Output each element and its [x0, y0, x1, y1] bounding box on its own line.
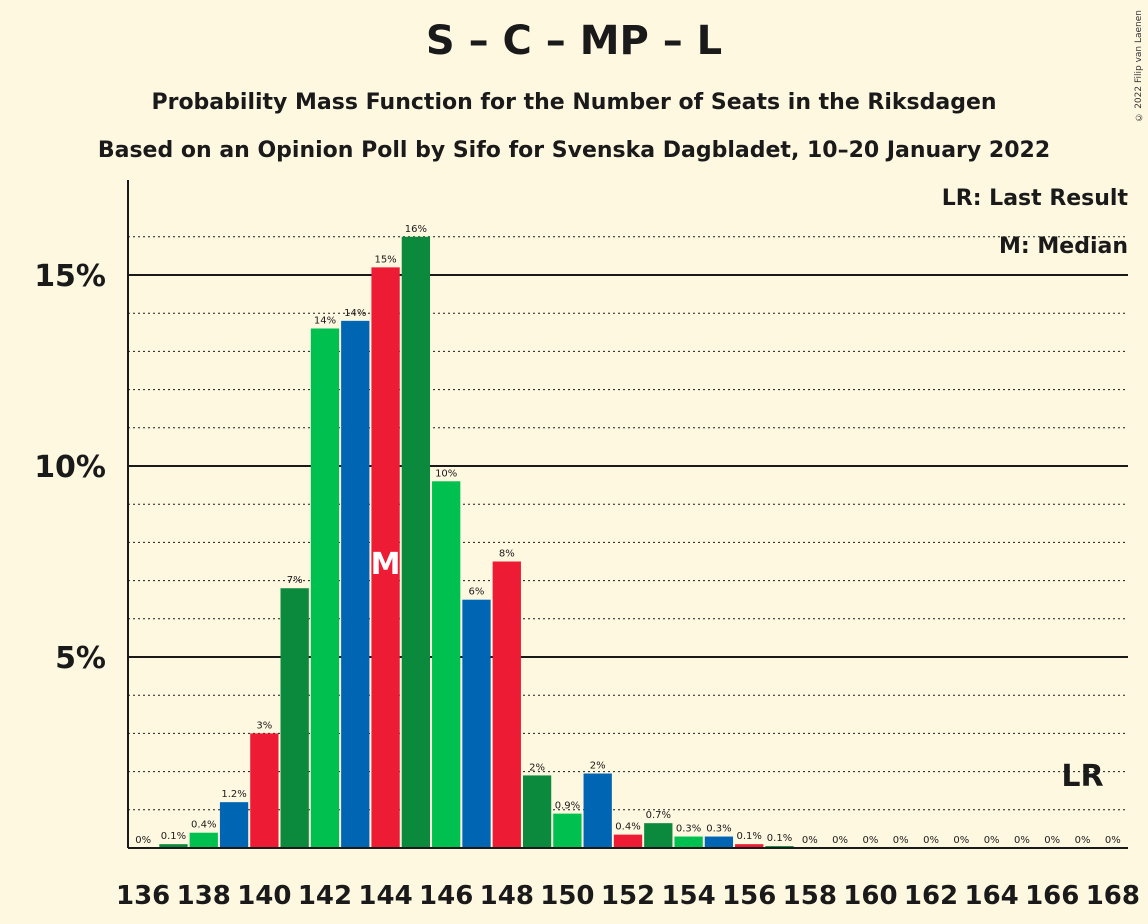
x-tick-label: 156: [722, 881, 776, 911]
bar-154: [674, 836, 703, 848]
data-label-138: 0.4%: [191, 820, 216, 831]
bar-137: [159, 844, 188, 848]
data-label-154: 0.3%: [676, 824, 701, 835]
data-label-147: 6%: [469, 587, 485, 598]
data-label-153: 0.7%: [646, 810, 671, 821]
x-tick-label: 166: [1025, 881, 1079, 911]
data-label-136: 0%: [135, 835, 151, 846]
data-label-157: 0.1%: [767, 833, 792, 844]
data-label-137: 0.1%: [161, 831, 186, 842]
x-tick-label: 158: [783, 881, 837, 911]
bar-153: [644, 823, 673, 848]
legend-median: M: Median: [999, 234, 1128, 259]
bar-145: [401, 236, 431, 849]
x-tick-label: 164: [964, 881, 1018, 911]
bar-147: [462, 599, 491, 848]
data-label-149: 2%: [529, 762, 545, 773]
y-tick-label: 10%: [34, 450, 106, 485]
bar-143: [341, 320, 370, 849]
x-tick-label: 162: [904, 881, 958, 911]
data-label-151: 2%: [590, 761, 606, 772]
data-label-159: 0%: [832, 835, 848, 846]
x-tick-label: 144: [358, 881, 412, 911]
data-label-148: 8%: [499, 549, 515, 560]
data-label-156: 0.1%: [737, 831, 762, 842]
bar-156: [735, 844, 764, 848]
data-label-152: 0.4%: [615, 822, 640, 833]
x-tick-label: 138: [177, 881, 231, 911]
bar-149: [522, 775, 552, 848]
bar-144: [371, 267, 400, 848]
x-tick-label: 150: [540, 881, 594, 911]
y-tick-label: 5%: [55, 641, 106, 676]
data-label-141: 7%: [287, 575, 303, 586]
bar-146: [432, 481, 461, 848]
data-label-167: 0%: [1075, 835, 1091, 846]
data-label-142: 14%: [314, 315, 336, 326]
chart-subtitle: Probability Mass Function for the Number…: [151, 90, 997, 115]
data-label-165: 0%: [1014, 835, 1030, 846]
data-label-143: 14%: [344, 308, 366, 319]
x-tick-label: 140: [237, 881, 291, 911]
data-label-168: 0%: [1105, 835, 1121, 846]
data-label-155: 0.3%: [706, 824, 731, 835]
data-label-140: 3%: [256, 720, 272, 731]
chart-title: S – C – MP – L: [425, 18, 723, 64]
last-result-marker: LR: [1061, 759, 1103, 794]
data-label-166: 0%: [1044, 835, 1060, 846]
x-tick-label: 152: [601, 881, 655, 911]
data-label-158: 0%: [802, 835, 818, 846]
bar-150: [553, 813, 582, 848]
bar-155: [704, 836, 734, 848]
x-tick-label: 142: [298, 881, 352, 911]
bar-151: [583, 773, 612, 848]
bar-142: [310, 328, 340, 849]
data-label-139: 1.2%: [221, 789, 246, 800]
bar-138: [189, 832, 218, 848]
x-tick-label: 136: [116, 881, 170, 911]
data-label-160: 0%: [862, 835, 878, 846]
data-label-164: 0%: [984, 835, 1000, 846]
x-tick-label: 160: [843, 881, 897, 911]
x-tick-label: 146: [419, 881, 473, 911]
bar-141: [280, 588, 309, 848]
x-tick-label: 154: [661, 881, 715, 911]
data-label-146: 10%: [435, 468, 457, 479]
data-label-163: 0%: [953, 835, 969, 846]
x-tick-label: 168: [1086, 881, 1140, 911]
x-tick-label: 148: [480, 881, 534, 911]
bar-140: [250, 733, 279, 848]
data-label-161: 0%: [893, 835, 909, 846]
chart-subtitle-poll: Based on an Opinion Poll by Sifo for Sve…: [97, 138, 1051, 163]
bar-139: [219, 802, 249, 848]
data-label-145: 16%: [405, 224, 427, 235]
bar-148: [492, 561, 521, 848]
data-label-150: 0.9%: [555, 801, 580, 812]
y-tick-label: 15%: [34, 259, 106, 294]
legend-last-result: LR: Last Result: [941, 186, 1128, 211]
data-label-162: 0%: [923, 835, 939, 846]
median-marker: M: [371, 547, 401, 582]
bar-152: [613, 834, 643, 848]
data-label-144: 15%: [374, 254, 396, 265]
